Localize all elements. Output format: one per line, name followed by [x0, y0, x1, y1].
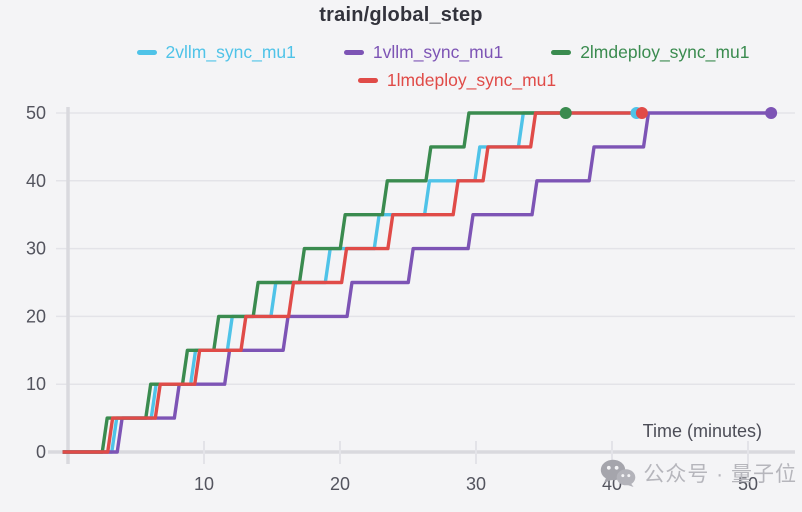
legend: 2vllm_sync_mu1 1vllm_sync_mu1 2lmdeploy_sy…: [0, 42, 802, 98]
legend-marker-icon: [357, 78, 378, 83]
x-tick-label-10: 10: [194, 474, 214, 494]
series-endpoint-1lmdeploy_sync_mu1: [635, 107, 648, 119]
series-line-1lmdeploy_sync_mu1: [62, 111, 642, 454]
y-tick-label-20: 20: [26, 306, 46, 326]
series-line-2lmdeploy_sync_mu1: [62, 111, 566, 454]
legend-row-1: 2vllm_sync_mu1 1vllm_sync_mu1 2lmdeploy_sy…: [42, 42, 802, 63]
legend-item-2lmdeploy_sync_mu1[interactable]: 2lmdeploy_sync_mu1: [551, 42, 749, 63]
x-axis-title: Time (minutes): [642, 421, 762, 441]
series-line-1vllm_sync_mu1: [62, 111, 772, 454]
series-endpoint-2lmdeploy_sync_mu1: [559, 107, 572, 119]
legend-row-2: 1lmdeploy_sync_mu1: [56, 70, 802, 91]
legend-item-2vllm_sync_mu1[interactable]: 2vllm_sync_mu1: [136, 42, 296, 63]
legend-label: 1lmdeploy_sync_mu1: [386, 70, 557, 90]
legend-item-1vllm_sync_mu1[interactable]: 1vllm_sync_mu1: [343, 42, 504, 63]
legend-marker-icon: [343, 50, 364, 55]
legend-label: 2vllm_sync_mu1: [165, 42, 296, 62]
x-tick-label-30: 30: [466, 474, 486, 494]
watermark: 公众号 · 量子位: [600, 458, 797, 488]
x-tick-label-50: 50: [738, 474, 758, 494]
y-tick-label-50: 50: [26, 103, 46, 123]
wechat-icon: [601, 459, 636, 487]
watermark-text: 公众号 · 量子位: [643, 463, 797, 486]
legend-label: 1vllm_sync_mu1: [372, 42, 504, 62]
chart-title: train/global_step: [319, 4, 483, 26]
x-tick-label-20: 20: [330, 474, 350, 494]
legend-label: 2lmdeploy_sync_mu1: [580, 42, 750, 62]
y-tick-label-10: 10: [26, 374, 46, 394]
y-tick-label-30: 30: [26, 239, 46, 259]
legend-marker-icon: [136, 50, 157, 55]
legend-marker-icon: [551, 50, 572, 55]
series-endpoint-1vllm_sync_mu1: [765, 107, 778, 119]
legend-item-1lmdeploy_sync_mu1[interactable]: 1lmdeploy_sync_mu1: [357, 70, 557, 91]
y-tick-label-0: 0: [36, 442, 46, 462]
y-tick-label-40: 40: [26, 171, 46, 191]
